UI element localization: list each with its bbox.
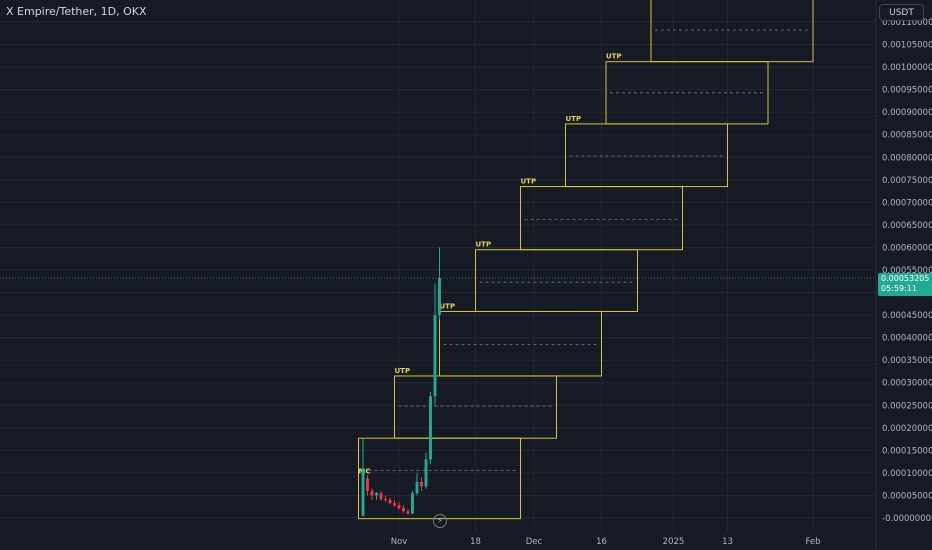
candle-body	[433, 315, 437, 397]
y-tick-label: 0.00110000	[882, 18, 932, 28]
candle-body	[379, 493, 383, 500]
candle-body	[411, 493, 414, 514]
lightning-icon[interactable]: ⚡	[433, 514, 447, 528]
y-tick-label: 0.00010000	[882, 469, 932, 479]
y-tick-label: 0.00060000	[882, 243, 932, 253]
x-tick-label: 16	[596, 537, 607, 547]
y-tick-label: 0.00035000	[882, 356, 932, 366]
y-tick-label: 0.00105000	[882, 41, 932, 51]
range-box-label: UTP	[476, 241, 492, 249]
current-price-tag: 0.00053205 05:59:11	[878, 273, 932, 296]
candle-body	[420, 481, 423, 487]
y-tick-label: 0.00020000	[882, 424, 932, 434]
range-box	[475, 249, 638, 312]
symbol-title: X Empire/Tether, 1D, OKX	[6, 5, 147, 18]
time-axis: Nov 18 Dec 16 2025 13 Feb	[391, 537, 821, 547]
currency-button[interactable]: USDT	[879, 4, 924, 21]
y-tick-label: 0.00030000	[882, 379, 932, 389]
y-tick-label: 0.00095000	[882, 86, 932, 96]
candle-body	[375, 493, 378, 496]
x-tick-label: 18	[470, 537, 481, 547]
x-tick-label: 13	[722, 537, 733, 547]
candle-body	[424, 459, 428, 487]
range-box-label: UTP	[395, 367, 411, 375]
range-boxes: MC UTP UTP UTP UTP UTP UTP	[358, 0, 814, 520]
candle-body	[370, 490, 374, 496]
y-tick-label: 0.00090000	[882, 108, 932, 118]
candle-body	[397, 505, 401, 509]
y-tick-label: -0.00000000	[882, 514, 932, 524]
x-tick-label: Nov	[391, 537, 408, 547]
range-box-label: UTP	[566, 115, 582, 123]
x-tick-label: 2025	[663, 537, 685, 547]
y-tick-label: 0.00070000	[882, 198, 932, 208]
candle-body	[415, 481, 419, 494]
y-tick-label: 0.00085000	[882, 131, 932, 141]
candle-body	[406, 511, 410, 514]
candle-body	[384, 499, 387, 501]
range-box	[565, 123, 728, 188]
candle-body	[429, 396, 432, 460]
candlesticks	[361, 247, 441, 517]
range-box-label: UTP	[440, 302, 456, 310]
range-box-label: UTP	[606, 53, 622, 61]
y-tick-label: 0.00005000	[882, 491, 932, 501]
range-box-label: UTP	[521, 178, 537, 186]
y-tick-label: 0.00100000	[882, 63, 932, 73]
y-tick-label: 0.00080000	[882, 153, 932, 163]
grid-lines	[0, 0, 877, 550]
y-tick-label: 0.00055000	[882, 266, 932, 276]
y-tick-label: 0.00015000	[882, 446, 932, 456]
y-tick-label: 0.00065000	[882, 221, 932, 231]
current-price-value: 0.00053205	[881, 274, 930, 283]
y-tick-label: 0.00075000	[882, 176, 932, 186]
candle-body	[366, 478, 369, 491]
range-box	[439, 310, 602, 377]
bar-countdown: 05:59:11	[881, 284, 917, 293]
y-tick-label: 0.00040000	[882, 334, 932, 344]
price-axis: -0.00000000 0.00005000 0.00010000 0.0001500…	[882, 18, 932, 524]
candle-body	[393, 503, 396, 506]
y-tick-label: 0.00025000	[882, 401, 932, 411]
y-tick-label: 0.00045000	[882, 311, 932, 321]
x-tick-label: Feb	[805, 537, 820, 547]
x-tick-label: Dec	[526, 537, 543, 547]
range-box-label: MC	[359, 468, 371, 476]
candle-body	[438, 278, 441, 316]
candle-body	[361, 468, 365, 516]
candle-body	[402, 508, 405, 512]
range-box	[650, 0, 814, 63]
candle-body	[388, 499, 392, 504]
